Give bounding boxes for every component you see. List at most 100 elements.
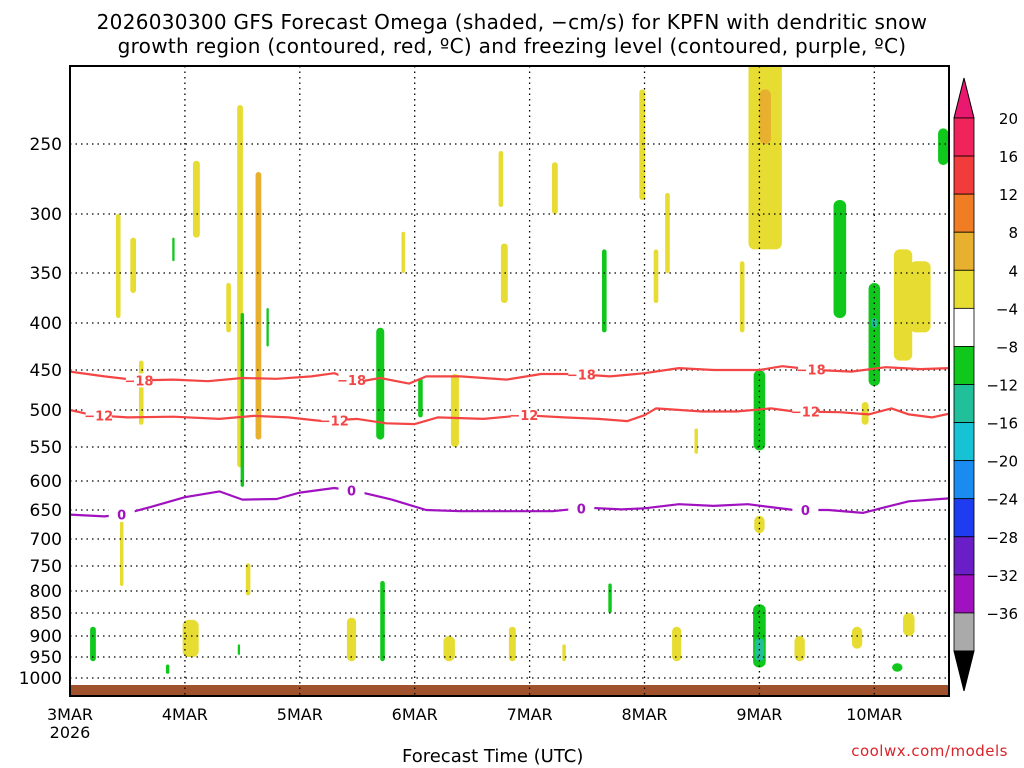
omega-shade-region	[833, 200, 847, 318]
y-tick-label: 950	[30, 648, 62, 668]
y-tick-label: 300	[30, 205, 62, 225]
y-tick-label: 550	[30, 438, 62, 458]
y-tick-label: 600	[30, 472, 62, 492]
omega-shade-region	[552, 162, 558, 214]
omega-shade-region	[115, 214, 121, 318]
colorbar-label: −32	[986, 567, 1018, 585]
omega-shade-region	[639, 89, 646, 200]
y-tick-label: 350	[30, 264, 62, 284]
colorbar-swatch	[953, 536, 975, 576]
colorbar-swatch	[953, 307, 975, 347]
contour-label-bg	[792, 404, 819, 419]
omega-shade-region	[237, 644, 241, 655]
terrain-band	[70, 685, 949, 696]
omega-shade-region	[909, 261, 931, 333]
colorbar-label: −36	[986, 605, 1018, 623]
x-tick-label: 10MAR	[846, 705, 902, 724]
omega-shade-region	[672, 626, 682, 662]
contour-label-bg	[85, 408, 112, 423]
colorbar-label: −12	[986, 377, 1018, 395]
y-tick-label: 800	[30, 582, 62, 602]
colorbar-label: −28	[986, 529, 1018, 547]
colorbar-swatch	[953, 612, 975, 652]
omega-shade-region	[450, 374, 459, 447]
colorbar-label: 12	[999, 186, 1018, 204]
omega-shade-region	[418, 378, 423, 418]
contour-line	[70, 407, 949, 426]
colorbar-swatch	[953, 498, 975, 538]
omega-shade-region	[893, 249, 913, 361]
colorbar-label: −20	[986, 453, 1018, 471]
contour-label-bg	[125, 373, 152, 388]
contour-label: −12	[791, 406, 820, 421]
omega-shade-region	[192, 160, 200, 238]
omega-shade-region	[794, 636, 805, 662]
colorbar-swatch	[953, 269, 975, 309]
x-axis-label: Forecast Time (UTC)	[402, 746, 584, 767]
contour-label-bg	[568, 367, 595, 382]
y-tick-label: 900	[30, 627, 62, 647]
omega-shade-region	[754, 515, 765, 534]
omega-shade-region	[380, 581, 385, 662]
omega-shade-region	[90, 626, 96, 662]
colorbar-swatch	[953, 155, 975, 195]
omega-shade-region	[851, 626, 863, 649]
colorbar-label: −8	[996, 338, 1018, 356]
colorbar-label: −24	[986, 491, 1018, 509]
plot-frame	[69, 65, 950, 697]
x-tick-label: 7MAR	[507, 705, 553, 724]
chart-title-line-1: 2026030300 GFS Forecast Omega (shaded, −…	[96, 10, 928, 34]
omega-shade-region	[694, 428, 698, 454]
y-tick-label: 700	[30, 530, 62, 550]
chart-title-line-2: growth region (contoured, red, ºC) and f…	[117, 34, 907, 58]
colorbar-under-arrow	[953, 650, 975, 692]
y-tick-label: 1000	[19, 669, 62, 689]
x-tick-label: 3MAR	[47, 705, 93, 724]
omega-shade-region	[376, 327, 385, 440]
contour-layer: −18 −18 −18 −18 −12 −12 −12 −12 0 0 0 0	[70, 362, 949, 524]
omega-shade-region	[508, 626, 516, 662]
omega-shade-region	[977, 261, 991, 342]
omega-shade-region	[938, 128, 949, 165]
colorbar-label: −16	[986, 415, 1018, 433]
omega-shade-region	[500, 243, 508, 303]
omega-shade-region	[498, 151, 504, 207]
omega-shade-region	[739, 261, 745, 333]
omega-shade-region	[443, 636, 455, 662]
colorbar-over-arrow	[953, 77, 975, 119]
x-tick-label: 5MAR	[277, 705, 323, 724]
contour-label-bg	[321, 413, 348, 428]
contour-label-bg	[792, 503, 819, 517]
y-tick-label: 750	[30, 557, 62, 577]
omega-shade-region	[903, 613, 915, 636]
omega-shade-region	[892, 663, 903, 672]
omega-shade-region	[119, 521, 124, 586]
colorbar-label: 8	[1008, 224, 1018, 242]
colorbar: 20 16 12 8 4 −4 −8 −12 −16 −20 −24 −28 −32 −36	[953, 77, 1018, 692]
omega-shade-region	[172, 237, 175, 262]
colorbar-swatch	[953, 422, 975, 462]
omega-shade-region	[665, 193, 670, 273]
colorbar-swatch	[953, 346, 975, 385]
omega-shade-region	[562, 644, 566, 662]
x-tick-label: 9MAR	[736, 705, 782, 724]
omega-shade-region	[245, 563, 251, 596]
omega-shade-region	[182, 619, 199, 657]
contour-label-bg	[798, 362, 825, 377]
contour-label-bg	[568, 501, 595, 516]
contour-label: 0	[347, 485, 356, 500]
y-tick-label: 500	[30, 401, 62, 421]
contour-label: −12	[509, 409, 538, 424]
contour-line	[70, 486, 949, 518]
contour-label-bg	[338, 372, 365, 387]
contour-label: −18	[567, 368, 596, 383]
contour-label: −12	[320, 414, 349, 429]
x-tick-label: 4MAR	[162, 705, 208, 724]
contour-label-bg	[108, 507, 135, 522]
colorbar-label: −4	[996, 300, 1018, 318]
colorbar-swatch	[953, 460, 975, 500]
y-tick-label: 400	[30, 314, 62, 334]
y-tick-label: 650	[30, 501, 62, 521]
